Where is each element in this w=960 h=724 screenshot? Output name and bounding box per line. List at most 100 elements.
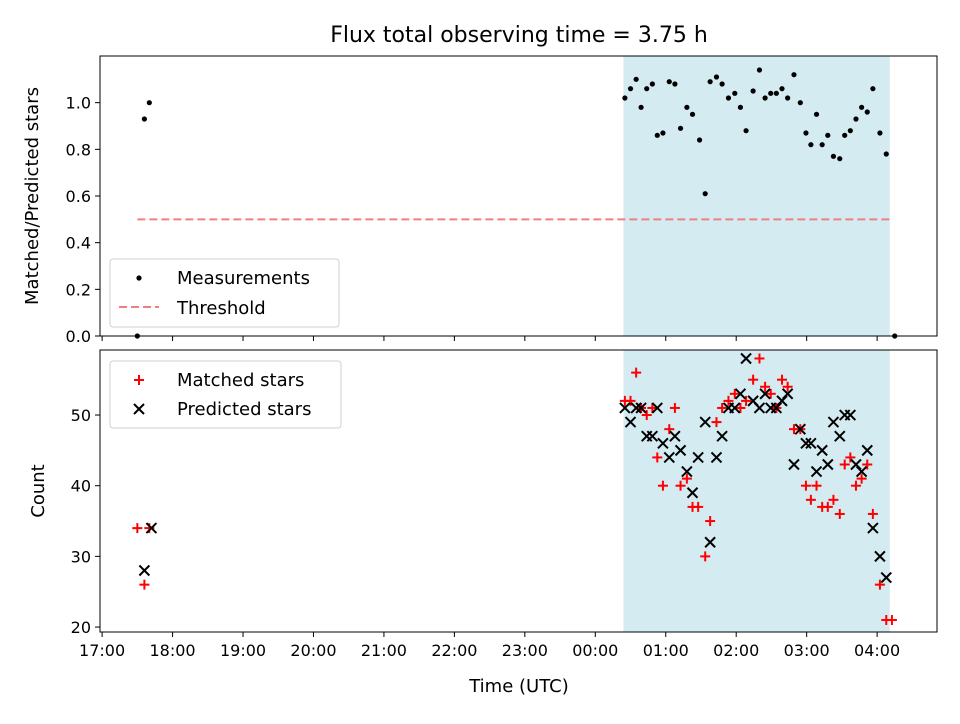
ratio-x-ticks	[101, 336, 878, 341]
matched-star-point	[822, 501, 833, 512]
predicted-star-point	[729, 402, 741, 414]
matched-star-point	[641, 410, 652, 421]
measurement-point	[808, 142, 814, 148]
measurement-point	[725, 95, 732, 101]
count-legend-box	[109, 360, 342, 429]
matched-star-point	[675, 480, 686, 491]
predicted-star-point	[657, 437, 669, 450]
measurement-point	[660, 130, 666, 136]
predicted-star-point	[850, 458, 862, 471]
matched-star-point	[631, 367, 642, 378]
predicted-star-point	[770, 402, 783, 414]
predicted-star-point	[686, 487, 699, 499]
legend-predicted-label: Predicted stars	[177, 399, 311, 420]
legend-matched-marker	[134, 375, 144, 385]
x-tick-label: 17:00	[79, 641, 125, 660]
x-tick-label: 04:00	[854, 641, 900, 660]
measurement-point	[732, 90, 738, 96]
matched-star-point	[800, 480, 811, 491]
measurement-point	[689, 111, 696, 117]
ratio-legend-box	[109, 258, 340, 328]
predicted-star-point	[867, 522, 879, 534]
matched-star-point	[886, 614, 897, 625]
matched-star-point	[711, 417, 722, 428]
matched-star-point	[729, 388, 740, 399]
predicted-star-point	[704, 536, 716, 548]
y-tick-label: 40	[71, 477, 91, 496]
measurement-point	[756, 67, 763, 73]
count-legend: Matched stars Predicted stars	[109, 360, 342, 429]
matched-star-point	[717, 402, 728, 413]
legend-threshold-label: Threshold	[176, 298, 266, 319]
ratio-legend: Measurements Threshold	[109, 258, 340, 328]
y-tick-label: 0.0	[66, 327, 91, 346]
matched-star-point	[782, 381, 793, 392]
predicted-star-point	[669, 430, 681, 442]
predicted-star-point	[810, 465, 823, 478]
predicted-star-point	[827, 416, 840, 428]
y-tick-label: 0.8	[66, 140, 91, 159]
matched-star-point	[652, 452, 663, 463]
legend-measurements-marker	[136, 275, 142, 281]
measurement-point	[762, 95, 768, 101]
measurement-point	[644, 86, 650, 92]
ratio-marks	[134, 67, 898, 339]
y-tick-label: 1.0	[66, 94, 91, 113]
y-tick-label: 20	[71, 618, 91, 637]
measurement-point	[719, 81, 725, 87]
measurement-point	[797, 100, 803, 106]
matched-star-point	[132, 523, 143, 534]
matched-star-point	[625, 395, 636, 406]
predicted-star-point	[794, 423, 807, 435]
predicted-star-point	[834, 430, 846, 442]
predicted-star-point	[805, 437, 817, 450]
measurement-point	[785, 95, 791, 101]
measurement-point	[627, 86, 634, 92]
matched-star-point	[748, 374, 759, 385]
matched-star-point	[735, 402, 746, 413]
x-tick-label: 01:00	[643, 641, 689, 660]
count-x-ticks: 17:00 18:00 19:00 20:00 21:00 22:00 23:00 00:00…	[79, 632, 900, 660]
predicted-star-point	[740, 352, 752, 365]
y-tick-label: 30	[71, 547, 91, 566]
measurement-point	[853, 116, 859, 122]
predicted-star-point	[716, 430, 728, 442]
matched-star-point	[828, 494, 839, 505]
y-tick-label: 0.2	[66, 280, 91, 299]
ratio-y-ticks: 0.0 0.2 0.4 0.6 0.8 1.0	[66, 94, 100, 346]
matched-star-point	[765, 388, 776, 399]
measurement-point	[146, 100, 152, 106]
measurement-point	[684, 104, 690, 110]
matched-star-point	[805, 494, 816, 505]
measurement-point	[768, 90, 774, 96]
predicted-star-point	[759, 388, 771, 400]
measurement-point	[870, 86, 876, 92]
measurement-point	[819, 142, 825, 148]
predicted-star-point	[699, 416, 711, 428]
x-tick-label: 00:00	[572, 641, 618, 660]
predicted-star-point	[844, 409, 857, 421]
matched-star-point	[845, 452, 856, 463]
matched-star-point	[669, 402, 680, 413]
measurement-point	[666, 79, 672, 85]
matched-star-point	[754, 353, 765, 364]
count-marks	[132, 352, 897, 625]
measurement-point	[883, 151, 889, 157]
predicted-star-point	[781, 388, 794, 400]
matched-star-point	[693, 501, 704, 512]
x-tick-label: 18:00	[150, 641, 196, 660]
x-tick-label: 21:00	[361, 641, 407, 660]
predicted-star-point	[710, 451, 723, 464]
matched-star-point	[664, 424, 675, 435]
predicted-star-point	[651, 402, 664, 414]
measurement-point	[779, 86, 785, 92]
measurement-point	[864, 109, 870, 115]
measurement-point	[707, 79, 713, 85]
matched-star-point	[760, 381, 771, 392]
measurement-point	[672, 81, 678, 87]
predicted-star-point	[619, 402, 631, 414]
matched-star-point	[874, 579, 885, 590]
measurement-point	[743, 128, 749, 134]
predicted-star-point	[630, 402, 642, 414]
